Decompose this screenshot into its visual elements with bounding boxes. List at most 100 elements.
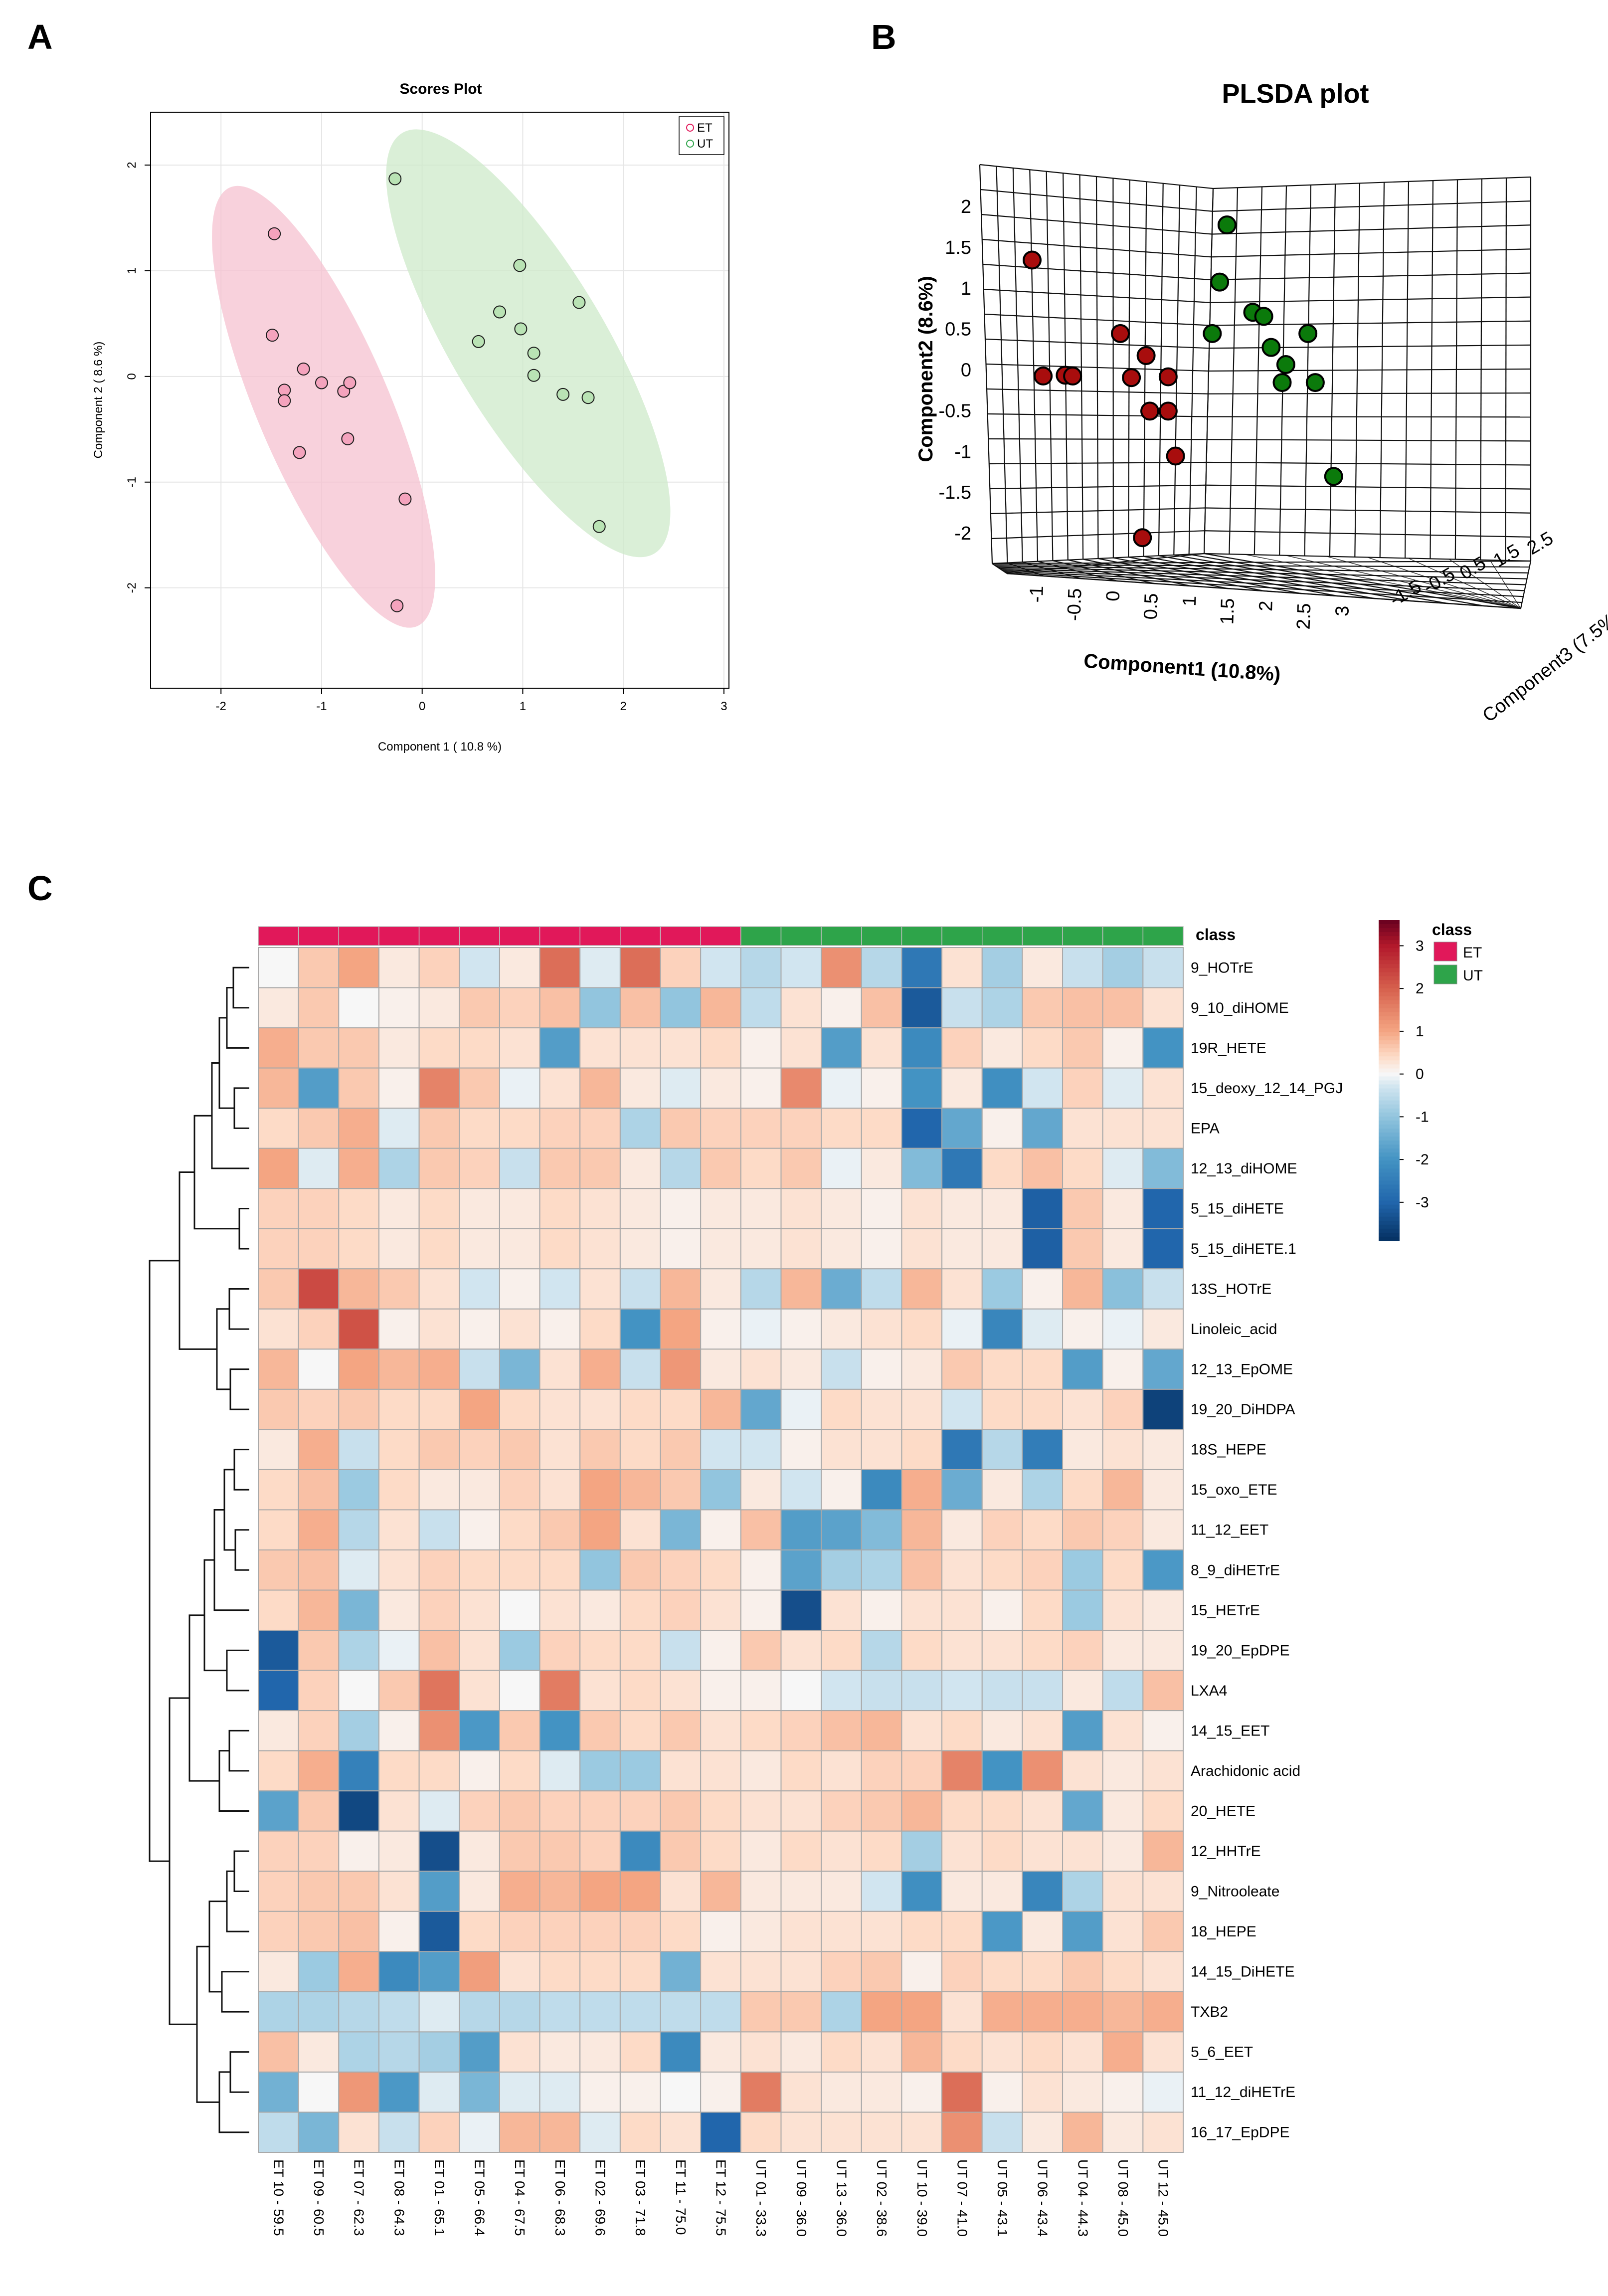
heatmap-row-label: 14_15_DiHETE xyxy=(1191,1964,1294,1980)
heatmap-cell xyxy=(901,1871,943,1912)
heatmap-cell xyxy=(780,987,822,1029)
heatmap-cell xyxy=(499,1228,540,1270)
scores-plot-frame xyxy=(150,112,729,689)
heatmap-cell xyxy=(338,1429,379,1470)
heatmap-cell xyxy=(941,1871,983,1912)
heatmap-cell xyxy=(619,1067,661,1109)
plsda-grid-line xyxy=(992,560,1531,565)
heatmap-cell xyxy=(619,1348,661,1390)
heatmap-cell xyxy=(418,947,460,988)
heatmap-cell xyxy=(941,2031,983,2073)
colorbar-segment xyxy=(1379,1112,1400,1117)
heatmap-cell xyxy=(1142,987,1184,1029)
colorbar-tick-label: -2 xyxy=(1416,1151,1429,1168)
heatmap-cell xyxy=(780,1148,822,1189)
heatmap-cell xyxy=(459,2111,500,2153)
colorbar-tick-label: -1 xyxy=(1416,1109,1429,1125)
heatmap-cell xyxy=(1142,1509,1184,1550)
plsda-grid-line xyxy=(994,564,1530,568)
heatmap-cell xyxy=(459,1750,500,1792)
colorbar-segment xyxy=(1379,996,1400,1001)
class-bar-cell-et xyxy=(338,926,379,946)
heatmap-cell xyxy=(1022,1911,1064,1952)
heatmap-cell xyxy=(298,2071,340,2113)
plsda-grid-line xyxy=(991,530,1205,540)
heatmap-cells xyxy=(258,947,1184,2153)
heatmap-cell xyxy=(619,1911,661,1952)
colorbar-segment xyxy=(1379,1168,1400,1173)
heatmap-cell xyxy=(901,1589,943,1631)
heatmap-cell xyxy=(660,1108,702,1149)
colorbar-segment xyxy=(1379,976,1400,981)
heatmap-cell xyxy=(258,1348,299,1390)
plsda-grid-line xyxy=(1210,296,1531,303)
heatmap-cell xyxy=(1022,2031,1064,2073)
heatmap-cell xyxy=(1022,1589,1064,1631)
scores-point-et xyxy=(278,394,291,407)
heatmap-cell xyxy=(660,1670,702,1712)
heatmap-cell xyxy=(660,1067,702,1109)
plsda-point-ut xyxy=(1210,272,1230,292)
heatmap-cell xyxy=(740,947,782,988)
heatmap-cell xyxy=(1142,1228,1184,1270)
heatmap-cell xyxy=(258,947,299,988)
scores-point-ut xyxy=(493,305,507,319)
heatmap-cell xyxy=(901,947,943,988)
colorbar-segment xyxy=(1379,1156,1400,1161)
heatmap-cell xyxy=(459,1630,500,1671)
heatmap-cell xyxy=(258,1871,299,1912)
plsda-grid-line xyxy=(1208,368,1531,372)
heatmap-cell xyxy=(901,1188,943,1229)
scores-point-et xyxy=(268,227,281,240)
heatmap-cell xyxy=(539,947,581,988)
heatmap-cell xyxy=(619,1630,661,1671)
heatmap-cell xyxy=(1022,1710,1064,1751)
heatmap-cell xyxy=(499,1469,540,1511)
colorbar-segment xyxy=(1379,920,1400,925)
heatmap-cell xyxy=(378,1750,420,1792)
heatmap-cell xyxy=(660,2071,702,2113)
heatmap-cell xyxy=(941,1549,983,1591)
colorbar-segment xyxy=(1379,1060,1400,1065)
heatmap-cell xyxy=(981,1549,1023,1591)
heatmap-cell xyxy=(660,1308,702,1350)
heatmap-cell xyxy=(700,1670,741,1712)
heatmap-cell xyxy=(1062,2071,1103,2113)
heatmap-cell xyxy=(981,1710,1023,1751)
heatmap-cell xyxy=(418,1630,460,1671)
scores-point-et xyxy=(266,329,279,342)
plsda-grid-line xyxy=(982,238,1212,258)
heatmap-cell xyxy=(660,1348,702,1390)
colorbar-segment xyxy=(1379,1068,1400,1073)
heatmap-cell xyxy=(539,1188,581,1229)
heatmap-cell xyxy=(1142,1108,1184,1149)
heatmap-cell xyxy=(378,1469,420,1511)
scores-xtick-label: -1 xyxy=(316,700,327,713)
heatmap-cell xyxy=(258,1429,299,1470)
heatmap-cell xyxy=(1102,1188,1144,1229)
heatmap-row-label: 19_20_DiHDPA xyxy=(1191,1401,1295,1418)
colorbar-segment xyxy=(1379,1184,1400,1189)
heatmap-cell xyxy=(378,1630,420,1671)
heatmap-cell xyxy=(338,1388,379,1430)
plsda-grid-line xyxy=(1212,200,1531,212)
heatmap-cell xyxy=(740,1348,782,1390)
heatmap-cell xyxy=(740,1589,782,1631)
heatmap-cell xyxy=(579,1871,621,1912)
colorbar-segment xyxy=(1379,932,1400,937)
heatmap-cell xyxy=(298,1268,340,1310)
plsda-grid-line xyxy=(1209,344,1531,349)
heatmap-cell xyxy=(378,1710,420,1751)
colorbar-segment xyxy=(1379,1124,1400,1129)
heatmap-cell xyxy=(981,1871,1023,1912)
heatmap-cell xyxy=(941,1388,983,1430)
heatmap-cell xyxy=(981,1268,1023,1310)
heatmap-cell xyxy=(298,1469,340,1511)
heatmap-cell xyxy=(740,1429,782,1470)
heatmap-cell xyxy=(780,1469,822,1511)
heatmap-cell xyxy=(499,987,540,1029)
plsda-ztick-label: 2.5 xyxy=(1524,528,1557,559)
heatmap-cell xyxy=(1062,1670,1103,1712)
heatmap-cell xyxy=(1062,1429,1103,1470)
heatmap-cell xyxy=(861,1790,902,1832)
